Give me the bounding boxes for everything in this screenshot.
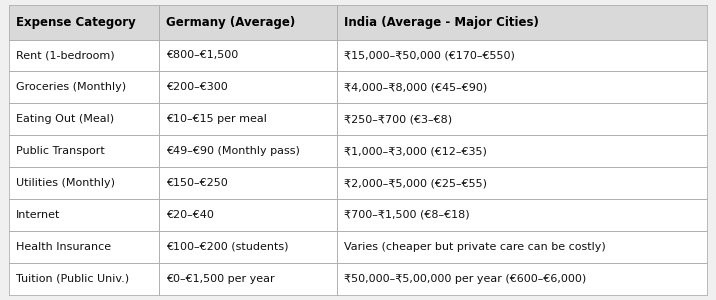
Bar — [9, 199, 159, 231]
Text: Groceries (Monthly): Groceries (Monthly) — [16, 82, 126, 92]
Text: ₹4,000–₹8,000 (€45–€90): ₹4,000–₹8,000 (€45–€90) — [344, 82, 488, 92]
Bar — [159, 5, 337, 40]
Text: €20–€40: €20–€40 — [166, 210, 214, 220]
Bar — [159, 103, 337, 135]
Bar — [337, 199, 707, 231]
Text: Rent (1-bedroom): Rent (1-bedroom) — [16, 50, 115, 61]
Text: €0–€1,500 per year: €0–€1,500 per year — [166, 274, 275, 284]
Bar — [159, 263, 337, 295]
Bar — [337, 231, 707, 263]
Bar — [159, 135, 337, 167]
Text: Health Insurance: Health Insurance — [16, 242, 111, 252]
Text: Public Transport: Public Transport — [16, 146, 105, 156]
Text: ₹1,000–₹3,000 (€12–€35): ₹1,000–₹3,000 (€12–€35) — [344, 146, 487, 156]
Text: India (Average - Major Cities): India (Average - Major Cities) — [344, 16, 539, 29]
Text: ₹700–₹1,500 (€8–€18): ₹700–₹1,500 (€8–€18) — [344, 210, 470, 220]
Text: Germany (Average): Germany (Average) — [166, 16, 295, 29]
Text: Utilities (Monthly): Utilities (Monthly) — [16, 178, 115, 188]
Bar — [159, 167, 337, 199]
Text: ₹50,000–₹5,00,000 per year (€600–€6,000): ₹50,000–₹5,00,000 per year (€600–€6,000) — [344, 274, 586, 284]
Bar — [159, 71, 337, 103]
Bar — [9, 103, 159, 135]
Text: Varies (cheaper but private care can be costly): Varies (cheaper but private care can be … — [344, 242, 606, 252]
Text: ₹2,000–₹5,000 (€25–€55): ₹2,000–₹5,000 (€25–€55) — [344, 178, 487, 188]
Bar — [9, 5, 159, 40]
Text: €10–€15 per meal: €10–€15 per meal — [166, 114, 267, 124]
Bar — [9, 167, 159, 199]
Bar — [337, 5, 707, 40]
Bar — [337, 263, 707, 295]
Bar — [9, 71, 159, 103]
Text: Eating Out (Meal): Eating Out (Meal) — [16, 114, 114, 124]
Text: €200–€300: €200–€300 — [166, 82, 228, 92]
Bar — [337, 167, 707, 199]
Text: ₹15,000–₹50,000 (€170–€550): ₹15,000–₹50,000 (€170–€550) — [344, 50, 515, 61]
Text: Internet: Internet — [16, 210, 60, 220]
Text: Tuition (Public Univ.): Tuition (Public Univ.) — [16, 274, 129, 284]
Text: Expense Category: Expense Category — [16, 16, 135, 29]
Text: €800–€1,500: €800–€1,500 — [166, 50, 238, 61]
Bar — [337, 135, 707, 167]
Text: €150–€250: €150–€250 — [166, 178, 228, 188]
Bar — [337, 40, 707, 71]
Bar — [9, 231, 159, 263]
Text: €49–€90 (Monthly pass): €49–€90 (Monthly pass) — [166, 146, 300, 156]
Bar — [337, 71, 707, 103]
Text: ₹250–₹700 (€3–€8): ₹250–₹700 (€3–€8) — [344, 114, 453, 124]
Text: €100–€200 (students): €100–€200 (students) — [166, 242, 289, 252]
Bar — [337, 103, 707, 135]
Bar — [9, 263, 159, 295]
Bar — [159, 231, 337, 263]
Bar — [159, 40, 337, 71]
Bar — [9, 40, 159, 71]
Bar — [159, 199, 337, 231]
Bar — [9, 135, 159, 167]
